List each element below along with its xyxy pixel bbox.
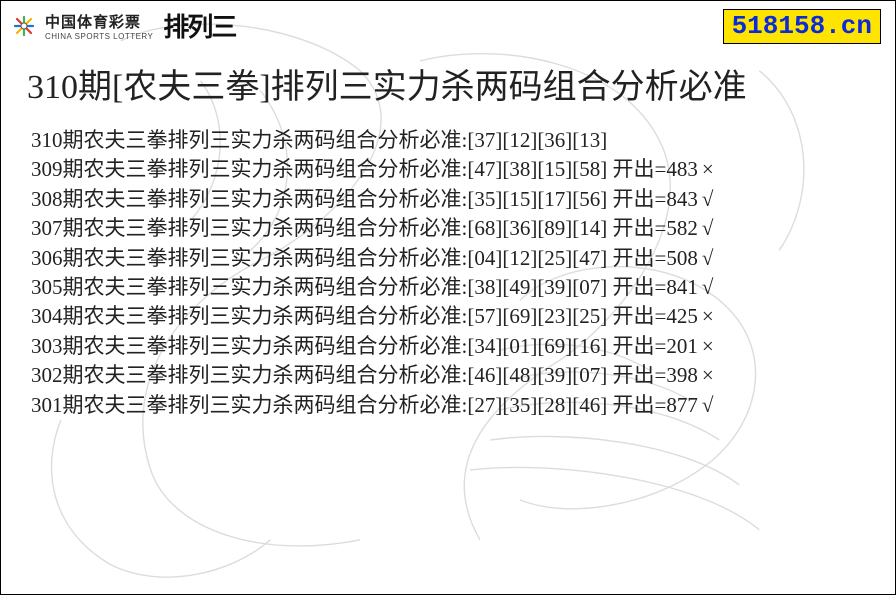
correct-mark-icon: √ bbox=[702, 275, 714, 299]
row-picks: [38][49][39][07] bbox=[467, 275, 607, 299]
prediction-row: 309期农夫三拳排列三实力杀两码组合分析必准:[47][38][15][58]开… bbox=[31, 155, 869, 184]
product-name: 排列三 bbox=[163, 7, 235, 44]
row-picks: [34][01][69][16] bbox=[467, 334, 607, 358]
page-title: 310期[农夫三拳]排列三实力杀两码组合分析必准 bbox=[1, 55, 895, 118]
row-result: 开出=841 bbox=[607, 275, 698, 299]
row-picks: [37][12][36][13] bbox=[467, 128, 607, 152]
logo-text: 中国体育彩票 CHINA SPORTS LOTTERY bbox=[45, 11, 153, 41]
wrong-mark-icon: × bbox=[702, 304, 714, 328]
site-watermark: 518158.cn bbox=[723, 9, 881, 44]
row-label: 307期农夫三拳排列三实力杀两码组合分析必准: bbox=[31, 216, 467, 240]
row-result: 开出=425 bbox=[607, 304, 698, 328]
prediction-row: 303期农夫三拳排列三实力杀两码组合分析必准:[34][01][69][16]开… bbox=[31, 332, 869, 361]
prediction-row: 307期农夫三拳排列三实力杀两码组合分析必准:[68][36][89][14]开… bbox=[31, 214, 869, 243]
correct-mark-icon: √ bbox=[702, 393, 714, 417]
row-result: 开出=877 bbox=[607, 393, 698, 417]
page: 中国体育彩票 CHINA SPORTS LOTTERY 排列三 518158.c… bbox=[0, 0, 896, 595]
header: 中国体育彩票 CHINA SPORTS LOTTERY 排列三 518158.c… bbox=[1, 1, 895, 55]
row-label: 304期农夫三拳排列三实力杀两码组合分析必准: bbox=[31, 304, 467, 328]
row-picks: [35][15][17][56] bbox=[467, 187, 607, 211]
row-result: 开出=582 bbox=[607, 216, 698, 240]
correct-mark-icon: √ bbox=[702, 187, 714, 211]
row-label: 310期农夫三拳排列三实力杀两码组合分析必准: bbox=[31, 128, 467, 152]
prediction-row: 302期农夫三拳排列三实力杀两码组合分析必准:[46][48][39][07]开… bbox=[31, 361, 869, 390]
wrong-mark-icon: × bbox=[702, 157, 714, 181]
correct-mark-icon: √ bbox=[702, 216, 714, 240]
row-result: 开出=201 bbox=[607, 334, 698, 358]
row-picks: [57][69][23][25] bbox=[467, 304, 607, 328]
lottery-logo-icon bbox=[11, 13, 37, 39]
prediction-row: 306期农夫三拳排列三实力杀两码组合分析必准:[04][12][25][47]开… bbox=[31, 244, 869, 273]
prediction-list: 310期农夫三拳排列三实力杀两码组合分析必准:[37][12][36][13]3… bbox=[1, 118, 895, 420]
wrong-mark-icon: × bbox=[702, 363, 714, 387]
row-label: 305期农夫三拳排列三实力杀两码组合分析必准: bbox=[31, 275, 467, 299]
row-picks: [68][36][89][14] bbox=[467, 216, 607, 240]
prediction-row: 301期农夫三拳排列三实力杀两码组合分析必准:[27][35][28][46]开… bbox=[31, 391, 869, 420]
row-label: 302期农夫三拳排列三实力杀两码组合分析必准: bbox=[31, 363, 467, 387]
row-result: 开出=508 bbox=[607, 246, 698, 270]
prediction-row: 308期农夫三拳排列三实力杀两码组合分析必准:[35][15][17][56]开… bbox=[31, 185, 869, 214]
row-label: 308期农夫三拳排列三实力杀两码组合分析必准: bbox=[31, 187, 467, 211]
logo-block: 中国体育彩票 CHINA SPORTS LOTTERY 排列三 bbox=[11, 7, 235, 44]
row-picks: [46][48][39][07] bbox=[467, 363, 607, 387]
logo-text-en: CHINA SPORTS LOTTERY bbox=[45, 32, 153, 41]
row-result: 开出=398 bbox=[607, 363, 698, 387]
row-picks: [47][38][15][58] bbox=[467, 157, 607, 181]
prediction-row: 310期农夫三拳排列三实力杀两码组合分析必准:[37][12][36][13] bbox=[31, 126, 869, 155]
prediction-row: 305期农夫三拳排列三实力杀两码组合分析必准:[38][49][39][07]开… bbox=[31, 273, 869, 302]
logo-text-cn: 中国体育彩票 bbox=[45, 11, 153, 32]
row-result: 开出=843 bbox=[607, 187, 698, 211]
prediction-row: 304期农夫三拳排列三实力杀两码组合分析必准:[57][69][23][25]开… bbox=[31, 302, 869, 331]
row-label: 303期农夫三拳排列三实力杀两码组合分析必准: bbox=[31, 334, 467, 358]
row-label: 309期农夫三拳排列三实力杀两码组合分析必准: bbox=[31, 157, 467, 181]
row-result: 开出=483 bbox=[607, 157, 698, 181]
row-label: 306期农夫三拳排列三实力杀两码组合分析必准: bbox=[31, 246, 467, 270]
correct-mark-icon: √ bbox=[702, 246, 714, 270]
row-picks: [27][35][28][46] bbox=[467, 393, 607, 417]
row-label: 301期农夫三拳排列三实力杀两码组合分析必准: bbox=[31, 393, 467, 417]
wrong-mark-icon: × bbox=[702, 334, 714, 358]
row-picks: [04][12][25][47] bbox=[467, 246, 607, 270]
